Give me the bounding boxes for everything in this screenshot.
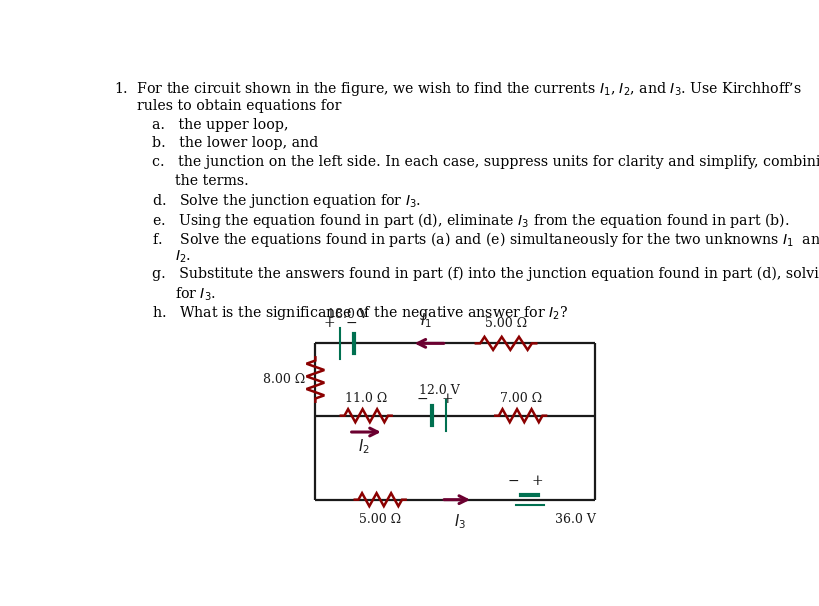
- Text: f.    Solve the equations found in parts (a) and (e) simultaneously for the two : f. Solve the equations found in parts (a…: [152, 230, 819, 248]
- Text: 18.0 V: 18.0 V: [326, 308, 367, 321]
- Text: for $I_3$.: for $I_3$.: [174, 285, 215, 303]
- Text: 8.00 Ω: 8.00 Ω: [263, 373, 305, 386]
- Text: b.   the lower loop, and: b. the lower loop, and: [152, 136, 318, 150]
- Text: e.   Using the equation found in part (d), eliminate $I_3$ from the equation fou: e. Using the equation found in part (d),…: [152, 211, 789, 230]
- Text: $I_2$: $I_2$: [358, 438, 369, 456]
- Text: h.   What is the significance of the negative answer for $I_2$?: h. What is the significance of the negat…: [152, 304, 568, 322]
- Text: $I_3$: $I_3$: [454, 513, 466, 531]
- Text: 11.0 Ω: 11.0 Ω: [345, 393, 387, 405]
- Text: 5.00 Ω: 5.00 Ω: [484, 318, 527, 330]
- Text: $I_2$.: $I_2$.: [174, 248, 191, 265]
- Text: g.   Substitute the answers found in part (f) into the junction equation found i: g. Substitute the answers found in part …: [152, 267, 819, 281]
- Text: −: −: [507, 473, 518, 488]
- Text: 5.00 Ω: 5.00 Ω: [359, 513, 400, 526]
- Text: 12.0 V: 12.0 V: [419, 384, 459, 397]
- Text: −: −: [417, 392, 428, 407]
- Text: rules to obtain equations for: rules to obtain equations for: [137, 99, 341, 113]
- Text: +: +: [531, 473, 542, 488]
- Text: 7.00 Ω: 7.00 Ω: [499, 393, 541, 405]
- Text: 36.0 V: 36.0 V: [554, 513, 595, 526]
- Text: +: +: [324, 316, 335, 330]
- Text: $I_1$: $I_1$: [419, 311, 432, 330]
- Text: the terms.: the terms.: [174, 173, 248, 187]
- Text: +: +: [441, 392, 452, 407]
- Text: 1.  For the circuit shown in the figure, we wish to find the currents $I_1$, $I_: 1. For the circuit shown in the figure, …: [114, 80, 800, 98]
- Text: c.   the junction on the left side. In each case, suppress units for clarity and: c. the junction on the left side. In eac…: [152, 155, 819, 169]
- Text: −: −: [346, 316, 357, 330]
- Text: d.   Solve the junction equation for $I_3$.: d. Solve the junction equation for $I_3$…: [152, 192, 421, 210]
- Text: a.   the upper loop,: a. the upper loop,: [152, 118, 288, 132]
